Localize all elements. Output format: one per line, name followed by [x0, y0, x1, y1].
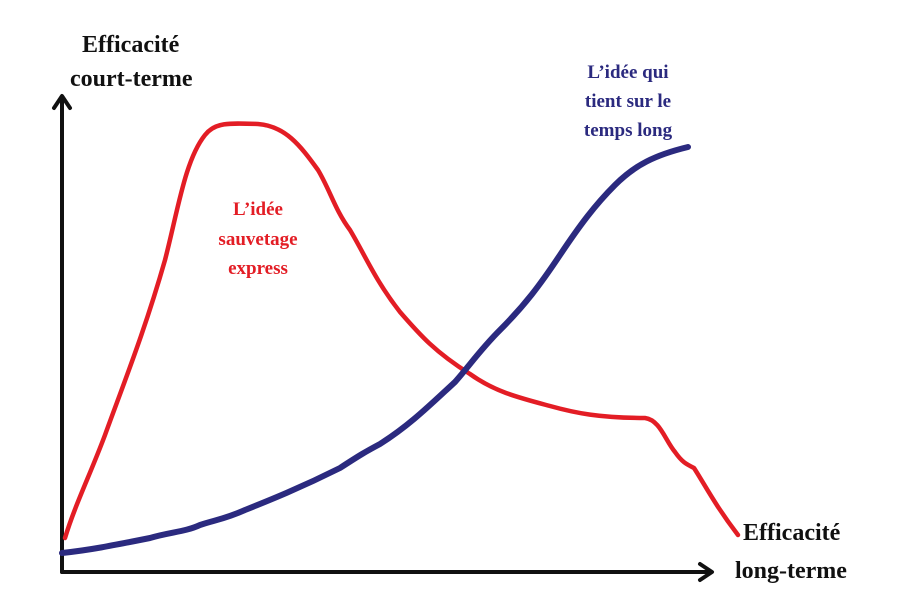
blue-curve-label-line: L’idée qui	[587, 62, 668, 83]
x-axis-label: Efficacité long-terme	[735, 520, 847, 584]
y-axis-label-line: Efficacité	[82, 32, 180, 58]
y-axis-label-line: court-terme	[70, 66, 193, 92]
blue-curve-label-line: tient sur le	[585, 91, 671, 112]
y-axis-arrow	[52, 94, 72, 110]
x-axis-arrow	[698, 562, 714, 582]
x-axis-label-line: Efficacité	[743, 520, 841, 546]
blue-curve-label: L’idée qui tient sur le temps long	[584, 62, 673, 141]
axes	[52, 94, 714, 582]
red-curve-label-line: express	[228, 258, 288, 279]
red-curve-label-line: L’idée	[233, 199, 283, 220]
x-axis-label-line: long-terme	[735, 558, 847, 584]
red-curve-label: L’idée sauvetage express	[218, 199, 297, 279]
blue-curve	[59, 144, 691, 556]
red-curve-label-line: sauvetage	[218, 229, 297, 250]
red-curve	[62, 121, 741, 541]
y-axis-label: Efficacité court-terme	[70, 32, 193, 92]
blue-curve-label-line: temps long	[584, 120, 673, 141]
